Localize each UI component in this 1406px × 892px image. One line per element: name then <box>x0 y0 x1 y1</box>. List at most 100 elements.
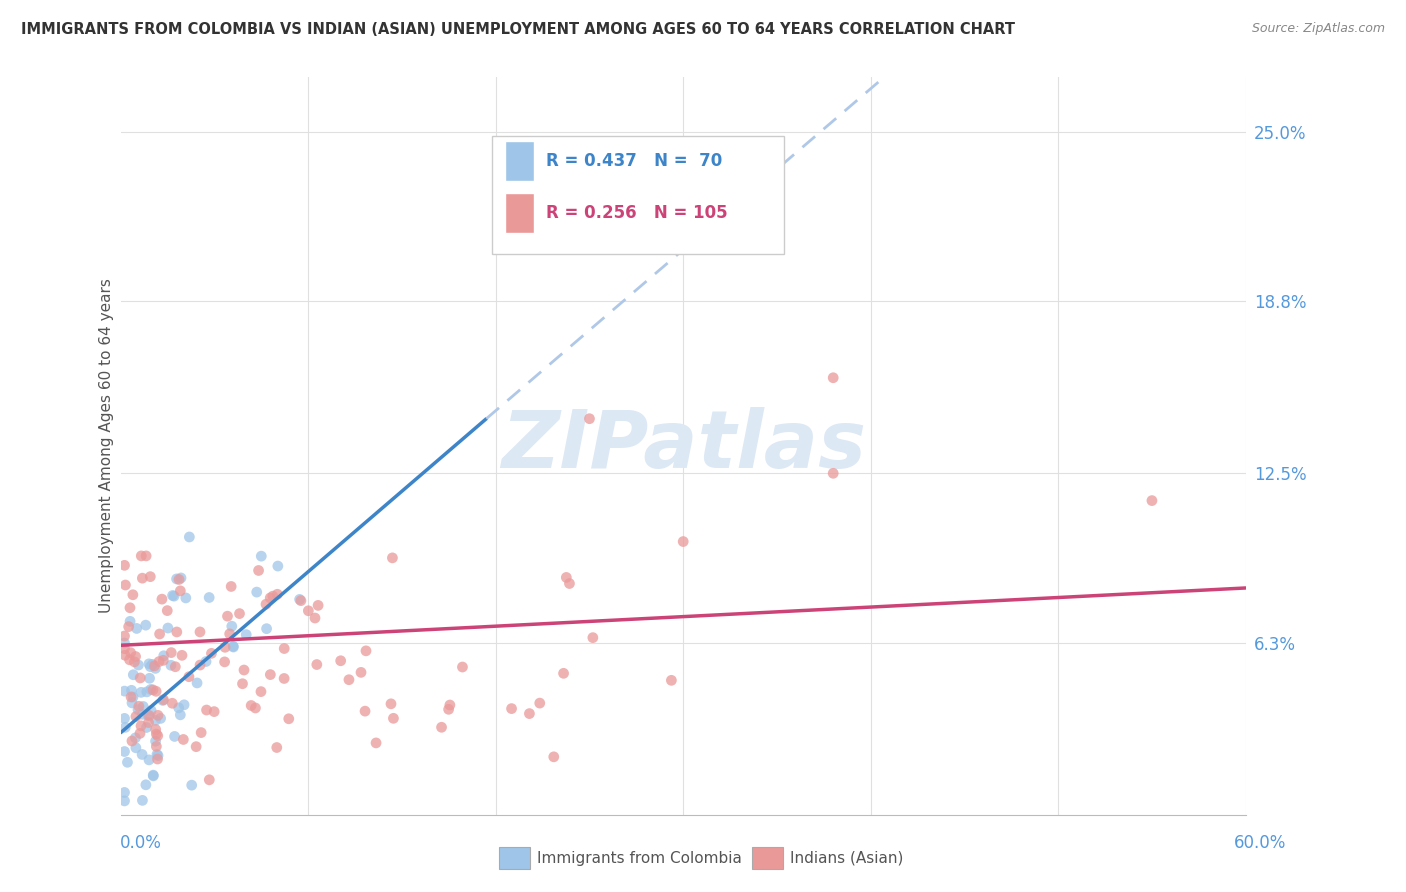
Point <box>165 659 187 673</box>
Point <box>354 644 377 658</box>
Point <box>188 658 211 673</box>
Point <box>114 720 136 734</box>
Point <box>138 715 160 730</box>
Point <box>131 571 153 585</box>
Point <box>170 571 193 585</box>
Point <box>160 658 183 673</box>
Point <box>222 639 245 653</box>
Point <box>129 549 152 563</box>
Point <box>146 752 169 766</box>
Point <box>246 585 269 599</box>
Point <box>266 587 288 601</box>
Point <box>380 697 402 711</box>
Point <box>114 641 136 656</box>
Point <box>129 671 152 685</box>
Point <box>169 583 191 598</box>
Point <box>177 670 200 684</box>
Point <box>519 706 541 721</box>
Point <box>129 719 152 733</box>
Point <box>121 734 143 748</box>
Point <box>305 657 328 672</box>
Point <box>555 570 578 584</box>
Point <box>142 682 165 697</box>
Point <box>124 649 146 664</box>
Point <box>273 672 295 686</box>
Point <box>174 591 197 605</box>
Point <box>145 714 167 728</box>
Point <box>195 655 218 669</box>
Point <box>228 607 250 621</box>
Point <box>120 690 142 704</box>
Point <box>125 622 148 636</box>
Point <box>114 745 136 759</box>
Point <box>190 725 212 739</box>
Point <box>267 559 290 574</box>
Point <box>222 640 245 654</box>
Point <box>118 620 141 634</box>
Point <box>156 621 179 635</box>
Point <box>823 370 845 384</box>
Point <box>162 696 184 710</box>
Point <box>146 729 169 743</box>
Point <box>364 736 387 750</box>
Point <box>350 665 373 680</box>
Point <box>136 708 159 723</box>
Text: R = 0.437   N =  70: R = 0.437 N = 70 <box>546 152 723 170</box>
Point <box>214 640 236 655</box>
Point <box>180 778 202 792</box>
Point <box>266 740 288 755</box>
Text: Source: ZipAtlas.com: Source: ZipAtlas.com <box>1251 22 1385 36</box>
Point <box>143 658 166 673</box>
Point <box>247 564 270 578</box>
Point <box>114 785 136 799</box>
Point <box>288 592 311 607</box>
Point <box>578 411 600 425</box>
Text: Immigrants from Colombia: Immigrants from Colombia <box>537 851 742 865</box>
Point <box>245 701 267 715</box>
Point <box>167 701 190 715</box>
Point <box>382 711 405 725</box>
Point <box>142 768 165 782</box>
Point <box>124 731 146 745</box>
Point <box>273 641 295 656</box>
Point <box>166 572 188 586</box>
Point <box>501 701 523 715</box>
Text: IMMIGRANTS FROM COLOMBIA VS INDIAN (ASIAN) UNEMPLOYMENT AMONG AGES 60 TO 64 YEAR: IMMIGRANTS FROM COLOMBIA VS INDIAN (ASIA… <box>21 22 1015 37</box>
Point <box>129 726 152 740</box>
Point <box>166 624 188 639</box>
Point <box>553 666 575 681</box>
Point <box>231 677 253 691</box>
Point <box>122 588 145 602</box>
Point <box>138 657 160 671</box>
Point <box>141 657 163 672</box>
Point <box>146 747 169 762</box>
Point <box>121 696 143 710</box>
Point <box>121 683 143 698</box>
Point <box>138 753 160 767</box>
Point <box>290 593 312 607</box>
Point <box>172 732 194 747</box>
Point <box>127 703 149 717</box>
Point <box>122 690 145 704</box>
Point <box>120 615 142 629</box>
Point <box>135 685 157 699</box>
Point <box>114 684 136 698</box>
Point <box>132 699 155 714</box>
FancyBboxPatch shape <box>506 193 534 233</box>
Point <box>118 600 141 615</box>
Point <box>233 663 256 677</box>
Point <box>277 712 299 726</box>
Point <box>437 702 460 716</box>
Point <box>139 682 162 697</box>
Point <box>543 749 565 764</box>
Point <box>146 708 169 723</box>
Point <box>142 769 165 783</box>
Point <box>145 734 167 748</box>
Point <box>138 708 160 723</box>
Point <box>131 707 153 722</box>
Point <box>170 648 193 663</box>
Point <box>118 653 141 667</box>
Text: ZIPatlas: ZIPatlas <box>501 407 866 485</box>
Point <box>297 604 319 618</box>
Point <box>122 667 145 681</box>
